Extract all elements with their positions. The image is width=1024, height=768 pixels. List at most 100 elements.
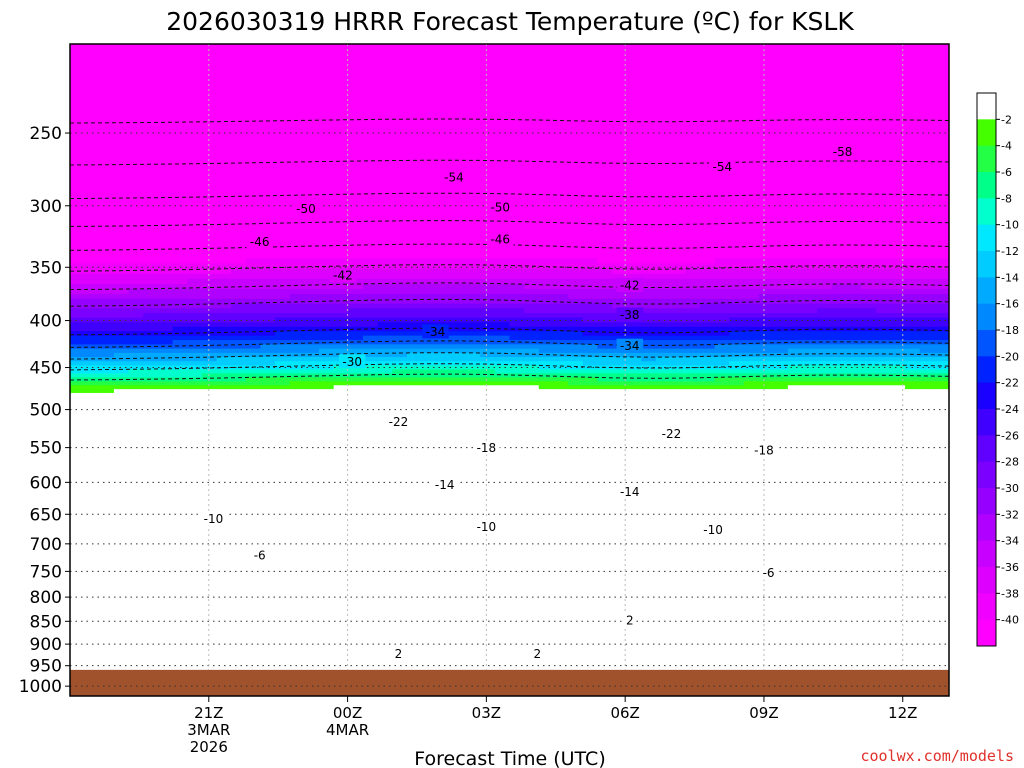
temperature-cell: [450, 352, 467, 362]
temperature-cell: [509, 385, 525, 696]
temperature-cell: [758, 377, 774, 382]
temperature-cell: [919, 268, 935, 280]
temperature-cell: [319, 357, 335, 362]
temperature-cell: [582, 298, 598, 305]
temperature-cell: [729, 326, 745, 332]
temperature-cell: [172, 298, 188, 309]
temperature-cell: [406, 335, 423, 345]
temperature-cell: [934, 340, 949, 345]
temperature-cell: [714, 313, 730, 323]
temperature-cell: [802, 317, 818, 328]
temperature-cell: [787, 268, 804, 280]
temperature-cell: [436, 258, 452, 270]
temperature-cell: [758, 44, 774, 259]
colorbar-swatch: [977, 277, 996, 305]
temperature-cell: [831, 348, 848, 358]
colorbar-tick-label: -4: [1001, 140, 1012, 153]
temperature-cell: [333, 331, 349, 341]
temperature-cell: [597, 335, 613, 341]
isotherm-label-bg: [473, 519, 500, 534]
temperature-cell: [319, 278, 335, 290]
temperature-cell: [421, 352, 437, 362]
isotherm-label: -38: [620, 308, 640, 322]
temperature-cell: [714, 289, 730, 300]
temperature-cell: [890, 293, 906, 305]
temperature-cell: [875, 258, 891, 270]
temperature-cell: [113, 317, 130, 323]
temperature-cell: [538, 258, 555, 270]
temperature-cell: [231, 303, 247, 314]
temperature-cell: [831, 340, 848, 345]
temperature-cell: [450, 365, 467, 370]
temperature-cell: [656, 369, 672, 375]
temperature-cell: [919, 357, 935, 362]
colorbar-swatch: [977, 540, 996, 568]
temperature-cell: [406, 278, 423, 285]
temperature-cell: [524, 293, 540, 305]
temperature-cell: [363, 373, 379, 379]
temperature-cell: [333, 289, 349, 295]
temperature-cell: [363, 303, 379, 309]
colorbar-swatch: [977, 514, 996, 542]
temperature-cell: [787, 258, 804, 270]
temperature-cell: [450, 331, 467, 337]
temperature-cell: [421, 278, 437, 285]
temperature-cell: [392, 308, 408, 319]
isotherm-label: -14: [435, 478, 455, 492]
temperature-cell: [656, 308, 672, 314]
colorbar-swatch: [977, 619, 996, 647]
temperature-cell: [245, 322, 262, 328]
temperature-cell: [641, 361, 657, 366]
temperature-cell: [670, 263, 686, 275]
temperature-cell: [436, 284, 452, 295]
temperature-cell: [831, 377, 848, 382]
temperature-cell: [348, 340, 364, 345]
temperature-cell: [714, 357, 730, 366]
temperature-cell: [377, 322, 393, 332]
temperature-cell: [392, 335, 408, 345]
temperature-cell: [245, 44, 262, 259]
temperature-cell: [377, 44, 393, 259]
temperature-cell: [70, 44, 86, 265]
temperature-cell: [699, 298, 716, 305]
isotherm-label-bg: [616, 307, 644, 322]
temperature-cell: [260, 352, 276, 358]
temperature-cell: [670, 335, 686, 341]
isotherm-label-bg: [338, 354, 366, 369]
temperature-cell: [802, 348, 818, 358]
temperature-cell: [612, 385, 628, 390]
temperature-cell: [582, 289, 598, 300]
temperature-cell: [582, 258, 598, 270]
temperature-cell: [231, 335, 247, 341]
temperature-cell: [450, 348, 467, 354]
temperature-cell: [890, 331, 906, 341]
temperature-cell: [670, 348, 686, 354]
temperature-cell: [787, 340, 804, 345]
isotherm-label-bg: [422, 324, 449, 339]
temperature-cell: [201, 322, 218, 328]
temperature-cell: [802, 381, 818, 386]
temperature-cell: [934, 389, 949, 696]
temperature-cell: [304, 289, 320, 295]
temperature-cell: [260, 44, 276, 259]
temperature-cell: [817, 289, 833, 295]
temperature-cell: [494, 258, 511, 270]
temperature-cell: [480, 335, 496, 345]
temperature-cell: [406, 365, 423, 370]
temperature-cell: [465, 308, 481, 319]
temperature-cell: [260, 258, 276, 270]
temperature-cell: [187, 44, 203, 265]
temperature-cell: [656, 352, 672, 358]
temperature-cell: [524, 340, 540, 345]
temperature-cell: [450, 278, 467, 285]
temperature-cell: [333, 385, 349, 696]
temperature-cell: [231, 369, 247, 375]
temperature-cell: [787, 293, 804, 305]
temperature-cell: [641, 326, 657, 337]
temperature-cell: [319, 289, 335, 295]
isotherm-label: -6: [763, 566, 775, 580]
temperature-cell: [597, 381, 613, 386]
colorbar-frame: [976, 92, 997, 647]
temperature-cell: [421, 308, 437, 319]
temperature-cell: [494, 268, 511, 280]
